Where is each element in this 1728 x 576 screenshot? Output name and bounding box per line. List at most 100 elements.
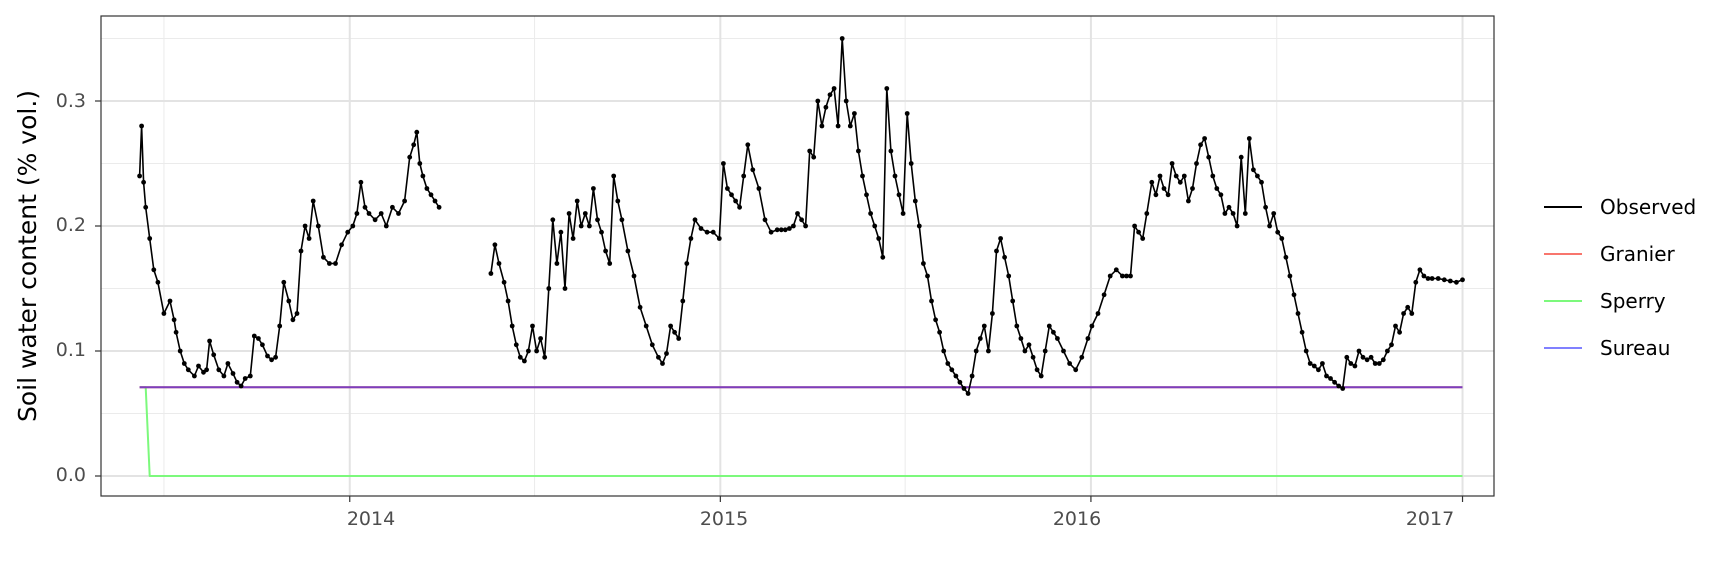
data-point-observed	[1034, 367, 1040, 373]
data-point-observed	[929, 298, 934, 304]
data-point-observed	[1401, 311, 1406, 316]
data-point-observed	[1299, 329, 1305, 335]
data-point-observed	[656, 354, 661, 360]
data-point-observed	[704, 229, 710, 235]
data-point-observed	[660, 361, 665, 366]
data-point-observed	[807, 148, 813, 154]
data-point-observed	[1051, 329, 1056, 335]
data-point-observed	[321, 254, 326, 260]
panel-background	[101, 16, 1494, 496]
data-point-observed	[1128, 273, 1133, 279]
data-point-observed	[864, 192, 869, 198]
data-point-observed	[729, 192, 734, 198]
data-point-observed	[345, 229, 351, 235]
panel-border	[100, 15, 1495, 497]
data-point-observed	[945, 361, 951, 366]
data-point-observed	[856, 148, 861, 154]
data-point-observed	[1251, 167, 1256, 173]
axis-ticks	[95, 100, 1464, 502]
data-point-observed	[234, 379, 240, 385]
data-point-observed	[680, 298, 686, 304]
data-point-observed	[1435, 276, 1441, 281]
data-point-observed	[815, 98, 821, 104]
data-point-observed	[225, 361, 231, 366]
data-point-observed	[990, 311, 995, 316]
data-point-observed	[607, 261, 613, 266]
data-point-observed	[211, 352, 217, 358]
data-point-observed	[1429, 276, 1435, 281]
data-point-observed	[664, 351, 669, 356]
data-point-observed	[566, 211, 572, 216]
data-point-observed	[1101, 292, 1107, 298]
data-point-observed	[354, 211, 360, 216]
data-point-observed	[745, 142, 751, 148]
data-point-observed	[1348, 361, 1354, 366]
data-point-observed	[1380, 357, 1386, 363]
data-point-observed	[558, 229, 564, 235]
data-point-observed	[1311, 363, 1317, 369]
data-point-observed	[868, 211, 873, 216]
data-point-observed	[378, 211, 384, 216]
grid-minor	[101, 16, 1494, 496]
data-point-observed	[1336, 383, 1342, 389]
data-point-observed	[782, 227, 788, 233]
data-point-observed	[1198, 142, 1203, 148]
data-point-observed	[428, 192, 434, 198]
data-point-observed	[1173, 173, 1179, 179]
data-point-observed	[896, 192, 902, 198]
data-point-observed	[949, 367, 955, 373]
data-point-observed	[672, 329, 677, 335]
data-point-observed	[1014, 323, 1020, 329]
data-point-observed	[1149, 179, 1155, 185]
data-point-observed	[207, 338, 213, 344]
data-point-observed	[912, 198, 918, 204]
data-point-observed	[1360, 354, 1366, 360]
data-point-observed	[310, 198, 316, 204]
data-point-observed	[1255, 173, 1260, 179]
data-point-observed	[137, 173, 143, 179]
data-point-observed	[509, 323, 515, 329]
legend-label-granier: Granier	[1600, 242, 1676, 266]
data-point-observed	[611, 173, 617, 179]
data-point-observed	[181, 361, 187, 366]
data-point-observed	[1157, 173, 1163, 179]
data-point-observed	[1372, 361, 1378, 366]
data-point-observed	[884, 86, 890, 91]
data-point-observed	[637, 304, 643, 310]
data-point-observed	[615, 198, 621, 204]
data-point-observed	[522, 358, 527, 364]
data-point-observed	[390, 204, 395, 210]
data-point-observed	[1061, 348, 1066, 354]
data-point-observed	[880, 254, 886, 260]
data-point-observed	[1246, 136, 1252, 141]
data-point-observed	[774, 227, 780, 233]
data-point-observed	[1324, 373, 1329, 379]
data-point-observed	[787, 226, 792, 231]
data-point-observed	[725, 186, 730, 191]
data-point-observed	[1046, 323, 1052, 329]
data-point-observed	[733, 198, 738, 204]
data-point-observed	[366, 211, 372, 216]
data-point-observed	[1055, 336, 1060, 341]
x-tick-label: 2016	[1053, 508, 1101, 530]
legend-label-observed: Observed	[1600, 195, 1696, 219]
data-point-observed	[302, 223, 308, 229]
data-point-observed	[492, 242, 498, 248]
data-point-observed	[1454, 279, 1459, 285]
data-point-observed	[173, 329, 179, 335]
data-point-observed	[957, 379, 963, 385]
data-point-observed	[396, 211, 401, 216]
data-point-observed	[953, 373, 959, 379]
data-point-observed	[961, 386, 967, 391]
data-point-observed	[1332, 379, 1337, 385]
data-point-observed	[1295, 311, 1301, 316]
data-point-observed	[1368, 354, 1374, 360]
data-point-observed	[407, 154, 413, 160]
data-point-observed	[542, 354, 548, 360]
data-point-observed	[750, 167, 756, 173]
data-point-observed	[1194, 161, 1199, 166]
data-point-observed	[1132, 223, 1137, 229]
data-point-observed	[1376, 361, 1382, 366]
data-point-observed	[362, 204, 368, 210]
data-point-observed	[1018, 336, 1024, 341]
